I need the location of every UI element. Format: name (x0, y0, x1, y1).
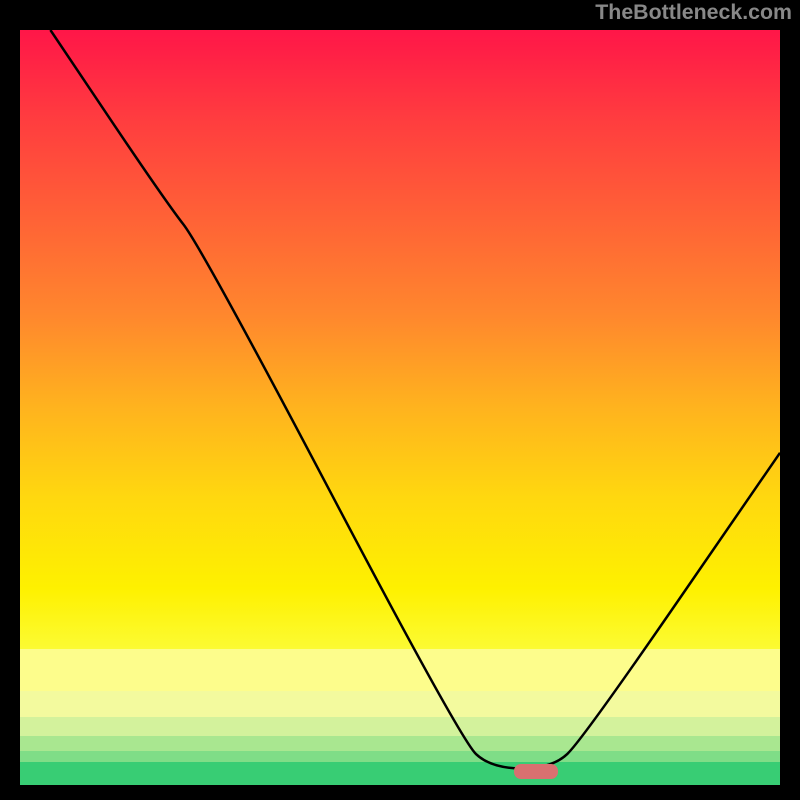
background-strip (20, 751, 780, 762)
background-strip (20, 691, 780, 717)
frame-top (16, 26, 784, 30)
background-strip (20, 717, 780, 736)
frame-left (16, 26, 20, 789)
frame-right (780, 26, 784, 789)
valley-marker (514, 764, 558, 779)
frame-bottom (16, 785, 784, 789)
background-strip (20, 736, 780, 751)
chart-background-strips (20, 30, 780, 785)
watermark-text: TheBottleneck.com (595, 0, 792, 25)
background-strip (20, 762, 780, 785)
background-strip (20, 649, 780, 691)
